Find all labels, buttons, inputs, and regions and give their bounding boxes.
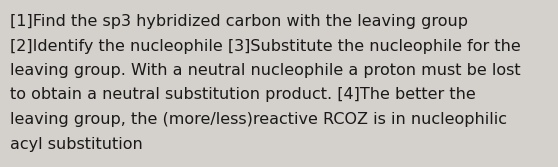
Text: leaving group, the (more/less)reactive RCOZ is in nucleophilic: leaving group, the (more/less)reactive R… bbox=[10, 112, 507, 127]
Text: [2]Identify the nucleophile [3]Substitute the nucleophile for the: [2]Identify the nucleophile [3]Substitut… bbox=[10, 39, 521, 53]
Text: to obtain a neutral substitution product. [4]The better the: to obtain a neutral substitution product… bbox=[10, 88, 476, 103]
Text: leaving group. With a neutral nucleophile a proton must be lost: leaving group. With a neutral nucleophil… bbox=[10, 63, 521, 78]
Text: [1]Find the sp3 hybridized carbon with the leaving group: [1]Find the sp3 hybridized carbon with t… bbox=[10, 14, 468, 29]
Text: acyl substitution: acyl substitution bbox=[10, 136, 143, 151]
